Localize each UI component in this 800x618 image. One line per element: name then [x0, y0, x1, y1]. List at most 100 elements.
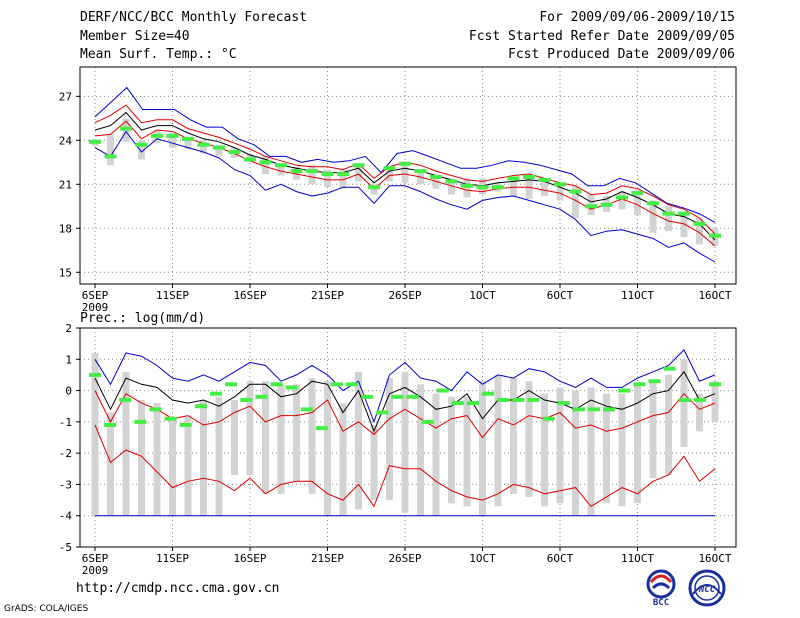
panel1-y-tick-label: 21 [59, 178, 72, 191]
panel2-ensemble-box [479, 381, 486, 516]
panel2-observed-marker [164, 416, 177, 421]
member-size-label: Member Size=40 [80, 29, 190, 44]
panel1-observed-marker [709, 233, 721, 238]
panel1-observed-marker [321, 172, 334, 177]
panel2-ensemble-box [184, 415, 192, 516]
panel2-ensemble-box [634, 384, 641, 504]
panel2-observed-marker [225, 382, 238, 387]
panel2-mean-line [94, 370, 716, 433]
panel2-y-tick-label: -5 [59, 541, 72, 554]
panel1-observed-marker [647, 201, 659, 206]
figure-title: DERF/NCC/BCC Monthly Forecast [80, 10, 307, 25]
variable-label: Mean Surf. Temp.: °C [80, 47, 237, 62]
panel1-x-tick-label: 16SEP [233, 289, 266, 302]
panel2-ensemble-box [587, 387, 595, 516]
panel1-ensemble-box [649, 200, 657, 233]
panel1-observed-marker [445, 179, 458, 184]
panel2-ensemble-box [277, 384, 285, 494]
panel2-observed-marker [497, 397, 510, 402]
panel1-observed-marker [275, 163, 287, 168]
panel1-ensemble-box [339, 169, 347, 189]
panel2-observed-marker [346, 382, 359, 387]
panel1-y-tick-label: 27 [59, 90, 72, 103]
panel2-ensemble-box [618, 393, 626, 507]
panel1-ensemble-box [293, 166, 300, 180]
panel2-upper-line [94, 390, 716, 439]
panel2-ensemble-box [153, 403, 161, 516]
panel1-observed-marker [414, 169, 427, 174]
panel1-ensemble-box [432, 175, 440, 189]
panel1-ensemble-box [541, 179, 548, 197]
panel2-observed-marker [119, 397, 132, 402]
panel2-observed-marker [603, 407, 616, 412]
panel1-observed-marker [104, 154, 117, 159]
panel2-ensemble-box [339, 403, 347, 516]
panel1-observed-marker [135, 142, 148, 147]
panel2-observed-marker [512, 397, 525, 402]
panel1-observed-marker [368, 185, 380, 190]
panel2-maximum-line [94, 349, 716, 424]
panel1-ensemble-box [215, 144, 223, 157]
panel2-ensemble-box [386, 378, 393, 501]
panel2-observed-marker [709, 382, 721, 387]
panel1-observed-marker [616, 195, 628, 200]
panel1-observed-marker [213, 145, 225, 150]
panel1-ensemble-box [618, 191, 626, 210]
panel1-observed-marker [244, 157, 256, 162]
panel2-x-tick-label: 16OCT [698, 552, 731, 565]
panel1-y-tick-label: 18 [59, 222, 72, 235]
panel2-observed-marker [588, 407, 601, 412]
panel2-x-year-label: 2009 [82, 564, 109, 577]
panel2-observed-marker [315, 426, 328, 431]
panel2-ensemble-box [525, 381, 533, 497]
panel1-ensemble-box [556, 182, 564, 201]
panel2-ensemble-box [200, 399, 207, 516]
panel1-y-tick-label: 24 [59, 134, 73, 147]
grads-credit: GrADS: COLA/IGES [4, 604, 89, 614]
panel2-x-tick-label: 11SEP [156, 552, 189, 565]
panel2-ensemble-box [231, 399, 238, 476]
panel2-ensemble-box [603, 393, 610, 504]
panel2-observed-marker [255, 394, 268, 399]
panel1-ensemble-box [448, 178, 455, 195]
panel2-ensemble-box [665, 374, 672, 476]
panel1-observed-marker [538, 177, 551, 182]
panel2-observed-marker [542, 416, 555, 421]
panel1-ensemble-box [107, 134, 114, 166]
panel1-ensemble-box [277, 163, 285, 176]
panel1-observed-marker [631, 191, 644, 196]
panel2-x-tick-label: 6SEP [82, 552, 109, 565]
panel1-ensemble-box [138, 140, 145, 160]
panel1-x-tick-label: 11OCT [621, 289, 654, 302]
panel1-mean-line [94, 111, 716, 241]
panel1-observed-marker [259, 160, 272, 165]
panel2-observed-marker [618, 388, 631, 393]
panel2-observed-marker [693, 397, 706, 402]
panel2-ensemble-box [448, 396, 455, 504]
panel2-observed-marker [179, 422, 192, 427]
panel1-ensemble-box [169, 132, 176, 148]
panel2-observed-marker [482, 391, 495, 396]
panel2-y-tick-label: -1 [59, 416, 72, 429]
panel1-ensemble-box [355, 165, 362, 182]
panel2-observed-marker [436, 388, 449, 393]
panel1-observed-marker [306, 169, 318, 174]
panel2-observed-marker [391, 394, 404, 399]
panel2-y-tick-label: -4 [59, 510, 73, 523]
panel1-observed-marker [430, 174, 442, 179]
panel1-observed-marker [383, 166, 396, 171]
panel1-frame [79, 66, 737, 285]
panel1-observed-marker [228, 150, 241, 155]
panel1-observed-marker [352, 163, 365, 168]
panel2-y-tick-label: -2 [59, 447, 72, 460]
panel2-observed-marker [376, 410, 389, 415]
panel2-x-tick-label: 16SEP [233, 552, 266, 565]
panel2-ensemble-box [463, 396, 471, 507]
panel2-observed-marker [467, 401, 480, 406]
panel1-observed-marker [166, 133, 179, 138]
panel1-ensemble-box [370, 184, 378, 195]
panel2-y-tick-label: -3 [59, 478, 72, 491]
panel2-ensemble-box [494, 374, 502, 507]
